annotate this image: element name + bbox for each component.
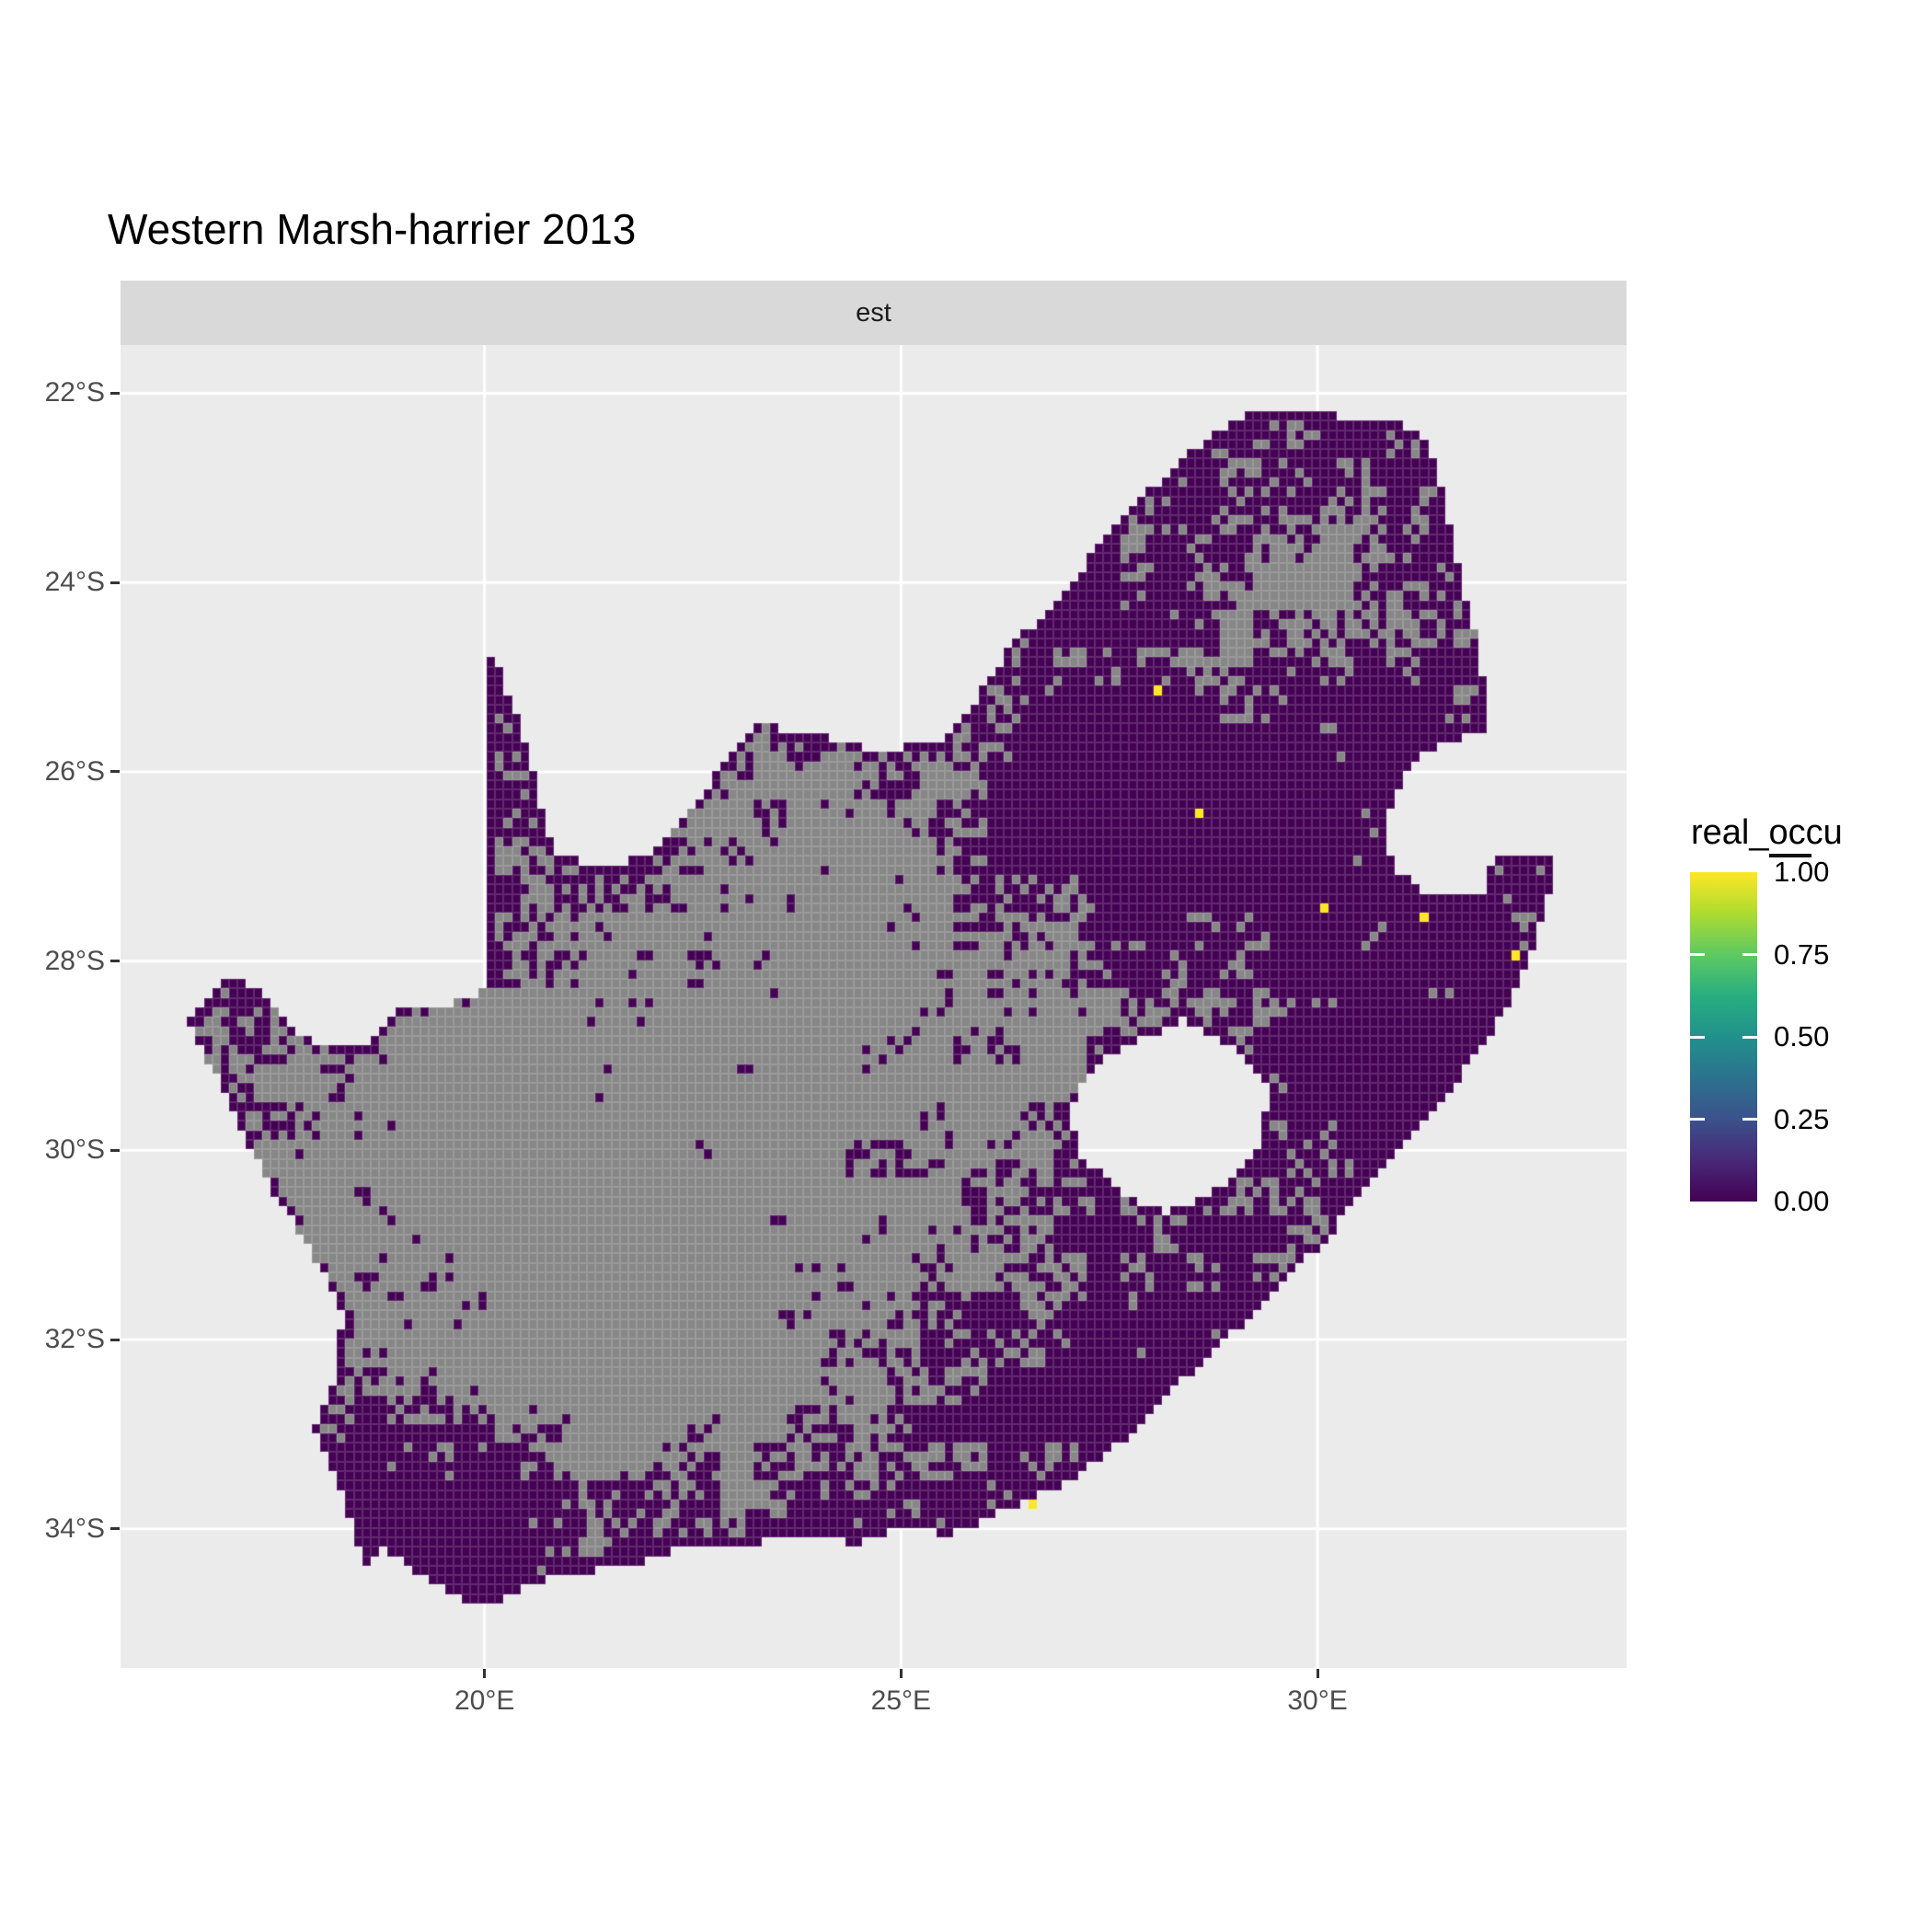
y-axis-label: 30°S [44, 1134, 105, 1166]
y-axis-label: 28°S [44, 945, 105, 976]
legend-tick-mark [1690, 953, 1705, 956]
plot-title: Western Marsh-harrier 2013 [108, 205, 637, 253]
legend-tick-mark [1690, 1118, 1705, 1121]
x-axis-tick-mark [483, 1669, 487, 1678]
legend-tick-mark [1742, 1035, 1757, 1039]
legend-colorbar [1690, 872, 1757, 1202]
facet-strip: est [121, 281, 1627, 345]
facet-strip-label: est [856, 297, 891, 328]
y-axis-tick-mark [110, 1338, 120, 1341]
legend-label: 0.75 [1774, 937, 1830, 971]
y-axis-label: 34°S [44, 1512, 105, 1544]
legend-tick-mark [1690, 1035, 1705, 1039]
y-axis-tick-mark [110, 960, 120, 963]
legend-label: 1.00 [1774, 856, 1830, 888]
y-axis-tick-mark [110, 581, 120, 584]
y-axis-tick-mark [110, 1148, 120, 1152]
y-axis-label: 32°S [44, 1324, 105, 1355]
legend-top-tick [1769, 854, 1811, 857]
legend-label: 0.50 [1774, 1020, 1830, 1052]
x-axis-tick-mark [1316, 1669, 1319, 1678]
x-axis-label: 30°E [1287, 1685, 1348, 1716]
legend-label: 0.00 [1774, 1185, 1830, 1217]
y-axis-tick-mark [110, 770, 120, 774]
y-axis-tick-mark [110, 1527, 120, 1531]
x-axis-tick-mark [899, 1669, 903, 1678]
y-axis-label: 26°S [44, 755, 105, 787]
x-axis-label: 20°E [454, 1685, 515, 1716]
legend-label: 0.25 [1774, 1102, 1830, 1135]
y-axis-label: 24°S [44, 567, 105, 598]
legend-title: real_occu [1691, 813, 1843, 852]
legend-tick-mark [1742, 953, 1757, 956]
y-axis-tick-mark [110, 391, 120, 395]
y-axis-label: 22°S [44, 377, 105, 408]
map-panel [121, 345, 1627, 1668]
x-axis-label: 25°E [870, 1685, 932, 1716]
legend-tick-mark [1742, 1118, 1757, 1121]
